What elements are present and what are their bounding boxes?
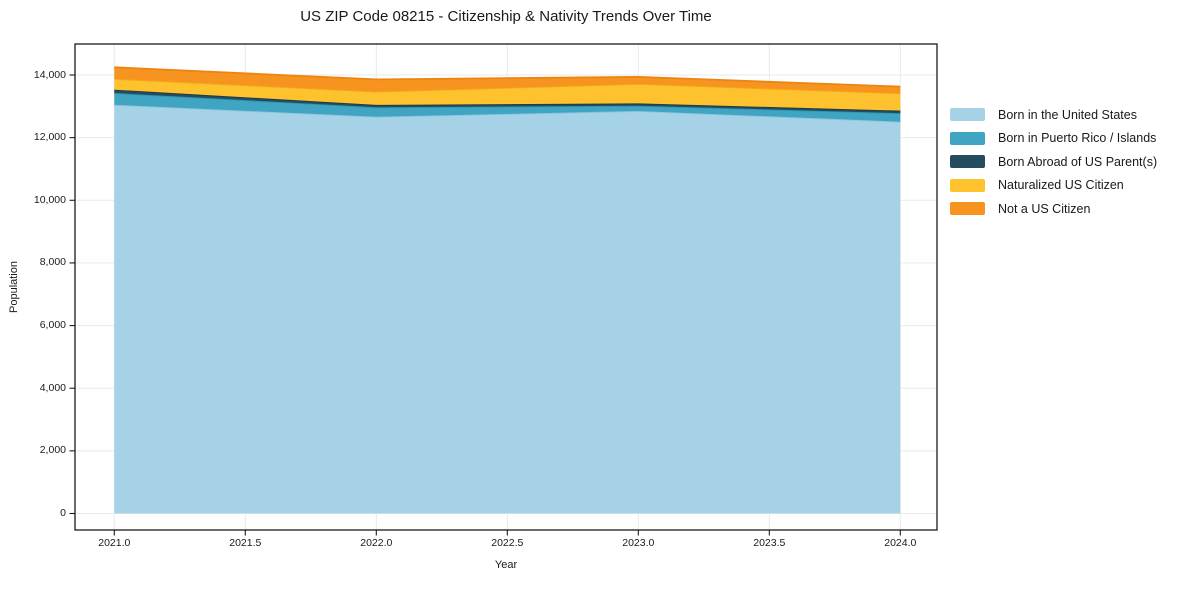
x-tick-label: 2023.5 [753, 537, 786, 549]
x-tick-label: 2024.0 [884, 537, 917, 549]
legend-label: Not a US Citizen [998, 201, 1091, 216]
legend-label: Born Abroad of US Parent(s) [998, 154, 1158, 169]
y-tick-label: 14,000 [33, 68, 66, 81]
y-axis-label: Population [8, 261, 20, 313]
legend-label: Naturalized US Citizen [998, 178, 1124, 193]
x-tick-label: 2023.0 [622, 537, 655, 549]
x-axis-label: Year [494, 559, 518, 571]
plot-frame [74, 43, 938, 531]
legend-swatch [950, 131, 985, 145]
legend-swatch [950, 155, 985, 169]
legend-item: Born Abroad of US Parent(s) [950, 150, 1157, 174]
legend-swatch [950, 178, 985, 192]
legend-swatch [950, 108, 985, 122]
y-tick-label: 6,000 [39, 319, 66, 332]
legend-label: Born in Puerto Rico / Islands [998, 131, 1157, 146]
area-born-in-the-united-states [114, 104, 901, 514]
legend-label: Born in the United States [998, 107, 1137, 122]
legend-item: Not a US Citizen [950, 197, 1157, 221]
chart-title: US ZIP Code 08215 - Citizenship & Nativi… [300, 8, 712, 25]
y-tick-label: 10,000 [33, 193, 66, 206]
legend-item: Naturalized US Citizen [950, 174, 1157, 198]
legend-item: Born in the United States [950, 103, 1157, 127]
y-tick-label: 12,000 [33, 131, 66, 144]
x-tick-label: 2021.0 [98, 537, 131, 549]
legend-item: Born in Puerto Rico / Islands [950, 127, 1157, 151]
area-born-abroad-of-us-parent-s- [114, 89, 901, 114]
y-tick-label: 4,000 [39, 381, 66, 394]
edge-line [114, 66, 901, 88]
legend: Born in the United States Born in Puerto … [950, 103, 1157, 221]
y-tick-label: 8,000 [39, 256, 66, 269]
x-tick-label: 2021.5 [229, 537, 262, 549]
x-tick-label: 2022.0 [360, 537, 393, 549]
area-not-a-us-citizen [114, 67, 901, 94]
y-tick-label: 2,000 [39, 444, 66, 457]
x-tick-label: 2022.5 [491, 537, 524, 549]
legend-swatch [950, 202, 985, 216]
y-tick-label: 0 [60, 506, 66, 519]
